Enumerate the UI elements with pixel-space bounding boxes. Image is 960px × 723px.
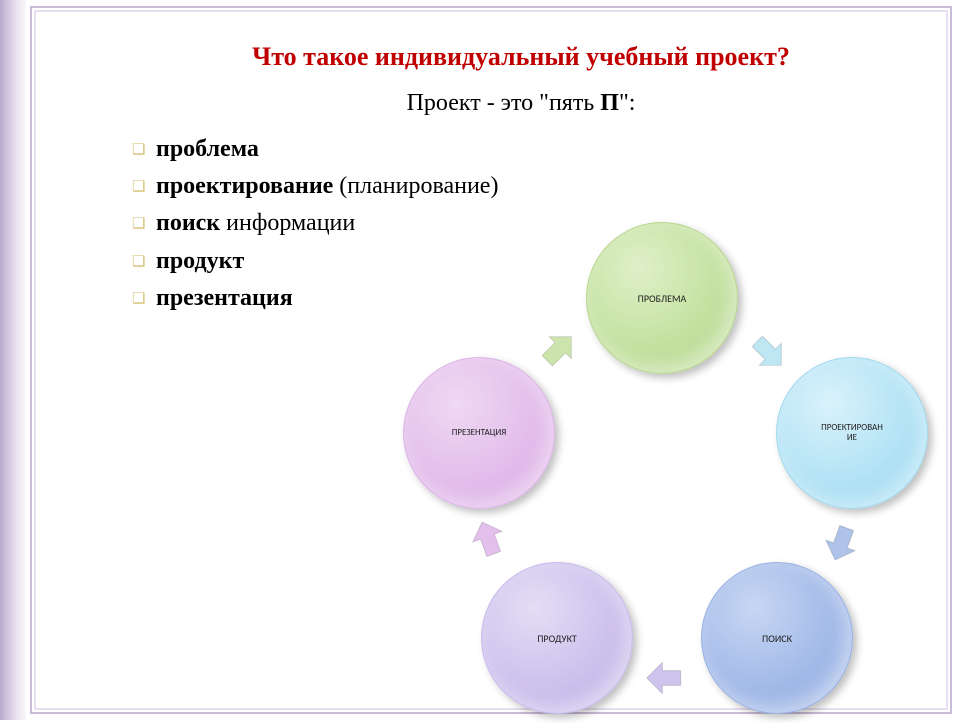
cycle-arrow (524, 318, 589, 383)
cycle-node-n1: ПРОЕКТИРОВАНИЕ (776, 357, 928, 509)
bullet-bold: поиск (156, 210, 220, 236)
slide-subtitle: Проект - это "пять П": (132, 90, 910, 117)
subtitle-bold: П (600, 90, 619, 116)
cycle-node-n0: ПРОБЛЕМА (586, 222, 738, 374)
bullet-bold: проблема (156, 136, 259, 162)
slide-title: Что такое индивидуальный учебный проект? (132, 42, 910, 72)
bullet-bold: проектирование (156, 173, 333, 199)
bullet-rest: информации (220, 210, 355, 236)
cycle-node-label: ПОИСК (758, 629, 796, 648)
bullet-item: проектирование (планирование) (132, 168, 910, 205)
cycle-node-n4: ПРЕЗЕНТАЦИЯ (403, 357, 555, 509)
cycle-node-n2: ПОИСК (701, 562, 853, 714)
cycle-node-label: ПРОДУКТ (533, 629, 581, 648)
cycle-node-label: ПРЕЗЕНТАЦИЯ (448, 424, 510, 442)
bullet-rest: (планирование) (333, 173, 498, 199)
cycle-node-n3: ПРОДУКТ (481, 562, 633, 714)
cycle-arrow (813, 512, 872, 571)
bullet-bold: презентация (156, 285, 293, 311)
slide-frame: Что такое индивидуальный учебный проект?… (30, 6, 952, 714)
cycle-arrow (460, 512, 519, 571)
cycle-arrow (644, 655, 690, 701)
bullet-bold: продукт (156, 248, 244, 274)
subtitle-prefix: Проект - это "пять (407, 90, 601, 116)
cycle-node-label: ПРОБЛЕМА (634, 289, 691, 308)
bullet-item: проблема (132, 131, 910, 168)
cycle-node-label: ПРОЕКТИРОВАНИЕ (817, 419, 887, 447)
subtitle-suffix: ": (619, 90, 635, 116)
cycle-diagram: ПРОБЛЕМА ПРОЕКТИРОВАНИЕ ПОИСК ПРОДУКТ ПРЕЗЕН… (382, 233, 952, 723)
cycle-arrow (734, 318, 799, 383)
left-accent-strip (0, 0, 26, 720)
